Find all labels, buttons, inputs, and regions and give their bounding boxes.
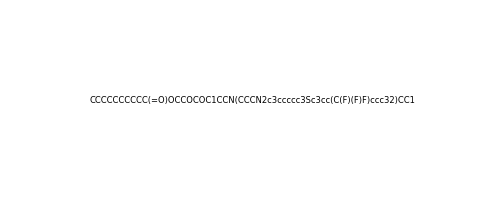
Text: CCCCCCCCCC(=O)OCCOCOC1CCN(CCCN2c3ccccc3Sc3cc(C(F)(F)F)ccc32)CC1: CCCCCCCCCC(=O)OCCOCOC1CCN(CCCN2c3ccccc3S… [89,97,415,105]
